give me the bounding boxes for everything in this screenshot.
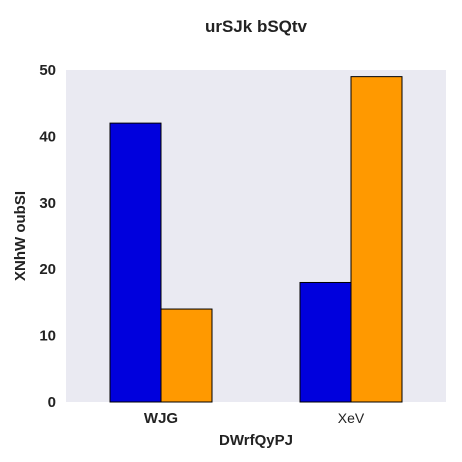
chart-title: urSJk bSQtv [205, 17, 308, 36]
y-tick-label: 30 [39, 195, 56, 212]
y-tick-label: 0 [48, 394, 56, 411]
y-tick-label: 40 [39, 128, 56, 145]
bar-xev-series-2 [350, 76, 403, 403]
x-tick-label: WJG [144, 410, 178, 427]
y-ticks-group: 0 10 20 30 40 50 [39, 62, 56, 411]
y-tick-label: 10 [39, 328, 56, 345]
y-tick-label: 20 [39, 261, 56, 278]
x-ticks-group: WJG XeV [144, 410, 365, 427]
y-tick-label: 50 [39, 62, 56, 79]
bar-wjg-series-2 [160, 308, 213, 403]
bar-wjg-series-1 [109, 122, 162, 403]
x-axis-label: DWrfQyPJ [219, 432, 293, 449]
x-tick-label: XeV [338, 410, 365, 426]
y-axis-label: XNhW oubSI [12, 191, 29, 281]
bar-xev-series-1 [299, 281, 352, 403]
bars-group [109, 76, 403, 403]
